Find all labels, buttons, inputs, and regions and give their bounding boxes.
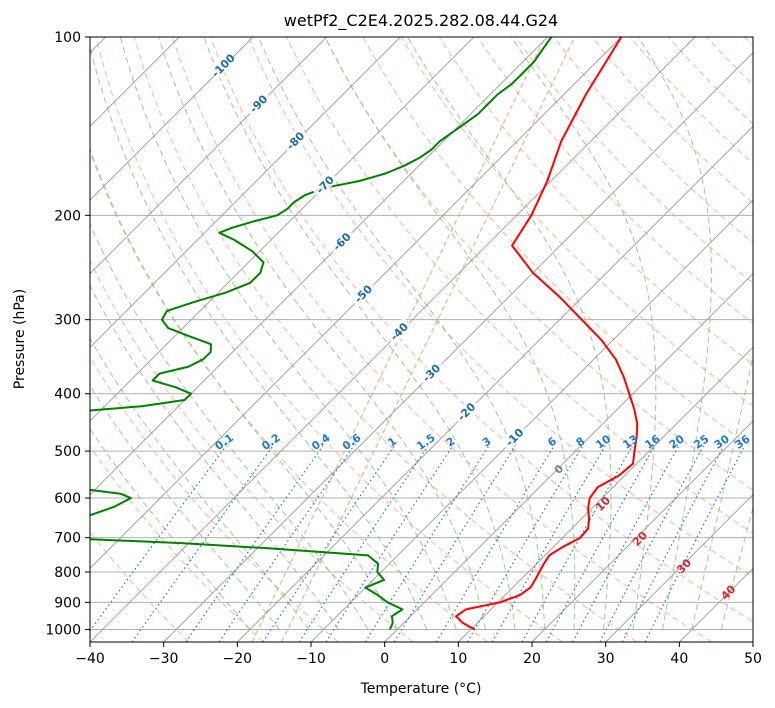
y-tick-label-4: 500 [54,444,81,460]
pressure-gridlines [90,214,753,630]
moist-adiabats [90,37,753,630]
moist-adiabat-11 [324,37,576,630]
isotherm-18 [605,494,753,642]
moist-adiabat-14 [637,37,712,630]
mixing-ratio-line-16 [621,445,725,642]
mixing-ratio-line-0 [90,445,227,632]
moist-adiabat-12 [407,37,612,630]
dewpoint-profile-line [90,37,553,630]
mixing-ratio-line-14 [572,445,680,642]
dry-adiabat-8 [210,37,753,623]
isotherm-13 [237,125,753,642]
isotherm-label-bg-6 [384,317,413,345]
mixing-ratio-line-9 [435,445,555,642]
y-tick-label-0: 100 [54,30,81,46]
x-tick-label-7: 30 [597,651,615,667]
y-tick-label-8: 900 [54,595,81,611]
moist-adiabat-2 [90,337,310,630]
mixing-ratio-line-12 [521,445,634,642]
x-axis-ticks: −40 −30 −20 −10 0 10 20 30 40 50 [75,642,762,667]
x-tick-label-3: −10 [296,651,326,667]
x-tick-label-1: −30 [149,651,179,667]
dry-adiabat-11 [324,37,753,491]
ice-curve-1 [280,37,576,642]
isotherms [90,37,753,642]
x-tick-label-4: 0 [380,651,389,667]
isotherm-9 [90,37,548,496]
moist-adiabat-6 [90,44,428,630]
x-tick-label-6: 20 [523,651,541,667]
moist-adiabat-4 [90,222,369,630]
isotherm-15 [384,273,753,642]
mixing-ratio-line-2 [185,445,324,642]
x-tick-label-0: −40 [75,651,105,667]
mixing-ratio-lines [90,445,746,642]
dry-adiabat-13 [400,37,753,407]
y-tick-label-7: 800 [54,565,81,581]
chart-title: wetPf2_C2E4.2025.282.08.44.G24 [284,11,558,31]
isotherm-label-bg-8 [452,397,480,426]
y-tick-label-5: 600 [54,491,81,507]
moist-adiabat-0 [90,427,251,630]
dry-adiabat-3 [90,259,414,642]
isotherm-14 [310,199,753,642]
dry-adiabat-7 [171,37,712,642]
y-tick-label-2: 300 [54,313,81,329]
y-tick-label-9: 1000 [45,622,81,638]
moist-adiabat-8 [158,37,487,630]
plot-frame [89,36,754,643]
isotherm-label-bg-1 [244,89,272,118]
isotherm-12 [163,52,753,642]
dry-adiabat-15 [477,37,753,325]
x-tick-label-2: −20 [223,651,253,667]
isotherm-label-bg-7 [417,358,445,387]
x-tick-label-5: 10 [449,651,467,667]
isotherm-label-bg-4 [327,227,356,255]
moist-adiabat-3 [90,284,339,630]
moist-adiabat-15 [691,353,753,630]
y-tick-label-3: 400 [54,387,81,403]
x-tick-label-8: 40 [670,651,688,667]
isotherm-label-bg-3 [310,170,339,199]
profile-series [90,37,639,631]
y-tick-label-6: 700 [54,531,81,547]
dry-adiabat-1 [90,445,264,642]
isotherm-label-bg-0 [208,51,237,79]
moist-adiabat-1 [90,384,280,630]
y-axis-label: Pressure (hPa) [12,289,28,389]
isotherm-17 [531,420,753,642]
mixing-ratio-line-17 [644,445,746,642]
isotherm-label-bg-2 [281,126,309,155]
y-tick-label-1: 200 [54,208,81,224]
dry-adiabat-18 [591,37,753,204]
mixing-ratio-line-11 [491,445,606,642]
isotherm-label-bg-9 [500,423,528,451]
mixing-ratio-line-13 [545,445,656,642]
moist-adiabat-7 [119,37,457,630]
x-tick-label-9: 50 [744,651,762,667]
moist-adiabat-10 [257,37,546,630]
isotherm-label-bg-5 [349,279,377,308]
moist-adiabat-13 [510,37,657,630]
moist-adiabat-16 [720,505,753,630]
isotherm-16 [458,346,753,642]
moist-adiabat-9 [203,37,516,630]
temperature-profile-line [455,37,639,631]
dry-adiabat-5 [95,37,563,642]
y-axis-ticks: 100 200 300 400 500 600 700 800 900 1000 [45,30,90,638]
mixing-ratio-line-15 [599,445,704,642]
dry-adiabat-19 [629,37,753,165]
isotherm-8 [90,37,475,422]
isotherm-6 [90,37,327,275]
mixing-ratio-line-6 [325,445,454,642]
dry-adiabat-16 [515,37,753,284]
x-axis-label: Temperature (°C) [360,681,482,697]
mixing-ratio-line-4 [262,445,395,642]
isotherm-5 [90,37,254,201]
mixing-ratio-line-10 [466,445,584,642]
mixing-ratio-line-3 [218,445,355,642]
